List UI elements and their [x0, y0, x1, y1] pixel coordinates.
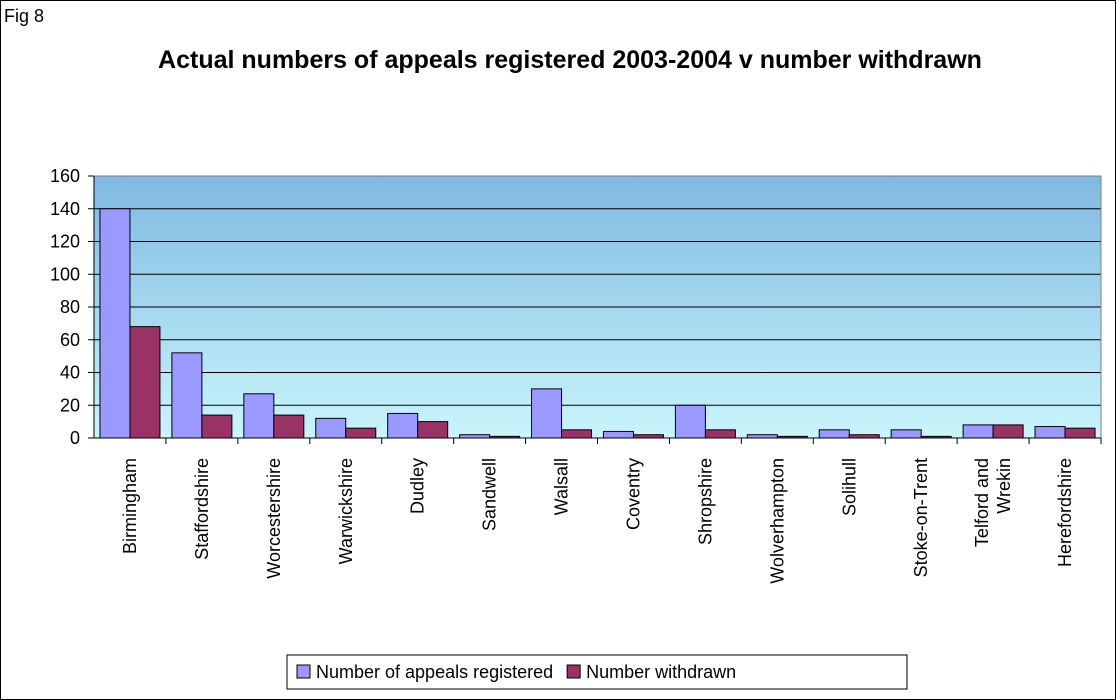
legend-label: Number of appeals registered: [316, 662, 553, 682]
y-tick-label: 100: [50, 264, 80, 284]
x-category-group: Shropshire: [695, 458, 715, 545]
x-category-group: Telford and Wrekin: [972, 458, 1014, 547]
x-category-group: Sandwell: [480, 458, 500, 531]
legend-box: [286, 654, 908, 690]
x-category-label: Coventry: [623, 458, 643, 530]
x-category-group: Herefordshire: [1055, 458, 1075, 567]
x-category-label: Birmingham: [120, 458, 140, 554]
y-tick-label: 120: [50, 232, 80, 252]
x-category-label: Staffordshire: [192, 458, 212, 560]
y-tick-label: 160: [50, 166, 80, 186]
y-tick-label: 80: [60, 297, 80, 317]
bar: [602, 430, 634, 439]
x-category-group: Coventry: [623, 458, 643, 530]
legend-swatch: [566, 664, 581, 679]
x-category-group: Wolverhampton: [767, 458, 787, 584]
bar: [962, 424, 994, 439]
bar: [674, 404, 706, 439]
x-category-label: Walsall: [552, 458, 572, 515]
x-category-label: Sandwell: [480, 458, 500, 531]
y-tick-label: 140: [50, 199, 80, 219]
bar: [818, 429, 850, 439]
x-category-label: Telford and: [972, 458, 992, 547]
y-tick-label: 60: [60, 330, 80, 350]
x-category-label: Herefordshire: [1055, 458, 1075, 567]
x-category-group: Worcestershire: [264, 458, 284, 579]
x-category-label: Solihull: [839, 458, 859, 516]
bar: [315, 417, 347, 439]
x-category-group: Solihull: [839, 458, 859, 516]
legend-label: Number withdrawn: [586, 662, 736, 682]
x-category-label: Dudley: [408, 458, 428, 514]
bar: [561, 429, 593, 439]
x-category-label: Stoke-on-Trent: [911, 458, 931, 577]
bar: [345, 427, 377, 439]
x-category-label: Wolverhampton: [767, 458, 787, 584]
legend-swatch: [296, 664, 311, 679]
bar: [387, 412, 419, 439]
x-category-group: Stoke-on-Trent: [911, 458, 931, 577]
x-category-group: Dudley: [408, 458, 428, 514]
bar: [417, 421, 449, 439]
bar: [243, 393, 275, 439]
x-category-label: Warwickshire: [336, 458, 356, 564]
x-category-group: Warwickshire: [336, 458, 356, 564]
bar: [1064, 427, 1096, 439]
bar: [992, 424, 1024, 439]
chart-title: Actual numbers of appeals registered 200…: [158, 46, 982, 74]
bar: [201, 414, 233, 439]
x-category-group: Staffordshire: [192, 458, 212, 560]
legend: Number of appeals registered Number withd…: [286, 654, 908, 690]
x-category-label: Wrekin: [994, 458, 1014, 514]
bar: [890, 429, 922, 439]
x-category-label: Shropshire: [695, 458, 715, 545]
y-tick-label: 0: [70, 428, 80, 448]
bar: [129, 326, 161, 439]
bar: [531, 388, 563, 439]
y-tick-label: 40: [60, 363, 80, 383]
bar: [171, 352, 203, 439]
x-category-group: Birmingham: [120, 458, 140, 554]
bar: [704, 429, 736, 439]
y-tick-label: 20: [60, 395, 80, 415]
bar: [99, 208, 131, 439]
bar: [273, 414, 305, 439]
x-category-label: Worcestershire: [264, 458, 284, 579]
x-category-group: Walsall: [552, 458, 572, 515]
bar: [1034, 426, 1066, 439]
figure-label: Fig 8: [4, 6, 45, 26]
